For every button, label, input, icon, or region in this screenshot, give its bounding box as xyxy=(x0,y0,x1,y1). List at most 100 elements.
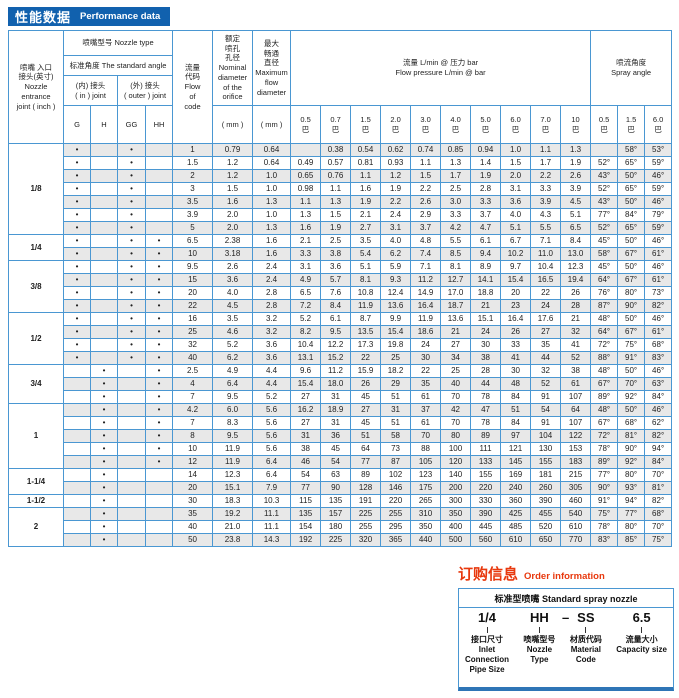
flow-value-cell: 560 xyxy=(470,533,502,547)
order-code: 6.5 xyxy=(632,610,651,625)
page-title: 性能数据 Performance data xyxy=(8,7,171,26)
flow-value-cell: 64 xyxy=(560,403,592,417)
flow-value-cell: 154 xyxy=(290,520,322,534)
flow-value-cell: 32 xyxy=(530,364,562,378)
max-flow-cell: 5.6 xyxy=(252,429,292,443)
dot-cell: • xyxy=(63,208,91,222)
pressure-value: 10 xyxy=(571,114,580,124)
order-info-title-zh: 订购信息 xyxy=(458,566,519,583)
flow-value-cell: 25 xyxy=(440,364,472,378)
flow-value-cell: 1.9 xyxy=(470,169,502,183)
angle-value-cell: 84° xyxy=(644,390,673,404)
angle-value-cell: 75° xyxy=(617,338,646,352)
order-code: HH xyxy=(530,610,549,625)
dot-cell: • xyxy=(144,442,174,456)
table-row: • • 7 9.5 5.2 27 31 45 51 61 70 78 84 91 107 89° 92° 84° xyxy=(9,390,673,404)
header-line: 额定 xyxy=(225,33,241,43)
max-flow-cell: 1.0 xyxy=(252,208,292,222)
dot-cell: • xyxy=(90,377,118,391)
flow-value-cell: 1.5 xyxy=(500,156,532,170)
flow-value-cell: 6.2 xyxy=(380,247,412,261)
flow-value-cell: 520 xyxy=(530,520,562,534)
flow-value-cell: 16.4 xyxy=(410,299,442,313)
dot-cell: • xyxy=(90,429,118,443)
flow-value-cell: 2.2 xyxy=(410,182,442,196)
header-line: of the xyxy=(223,82,242,92)
flow-value-cell: 10.8 xyxy=(350,286,382,300)
flow-value-cell: 0.76 xyxy=(320,169,352,183)
flow-pressure-header: 流量 L/min @ 压力 bar Flow pressure L/min @ b… xyxy=(290,30,592,106)
flow-value-cell: 30 xyxy=(500,364,532,378)
header-line: 喷嘴 入口 xyxy=(19,62,53,72)
flow-value-cell: 260 xyxy=(530,481,562,495)
table-row: 1 • • 4.2 6.0 5.6 16.2 18.9 27 31 37 42 47 51 54 64 48° 5… xyxy=(8,403,673,469)
flow-value-cell: 84 xyxy=(500,390,532,404)
pressure-value: 5.0 xyxy=(480,114,491,124)
angle-value-cell: 59° xyxy=(644,221,673,235)
order-label-line: Pipe Size xyxy=(469,664,505,674)
angle-value-cell: 46° xyxy=(644,169,673,183)
angle-value-cell: 84° xyxy=(644,455,673,469)
pipe-size-cell: 2 xyxy=(8,507,64,547)
dot-cell xyxy=(63,364,91,378)
flow-value-cell: 51 xyxy=(380,390,412,404)
max-flow-cell: 11.1 xyxy=(252,507,292,521)
dot-cell xyxy=(90,208,118,222)
dot-cell xyxy=(63,481,91,495)
inlet-joint-header: 喷嘴 入口 接头(英寸) Nozzle entrance joint ( inch ) xyxy=(8,30,64,144)
performance-table-body: 1/8 • • 1 0.79 0.64 0.38 0.54 0.62 0.74 0.85 0.94 1.… xyxy=(8,143,673,547)
orifice-cell: 19.2 xyxy=(212,507,254,521)
flow-value-cell: 425 xyxy=(500,507,532,521)
dot-cell xyxy=(90,286,118,300)
flow-value-cell: 45 xyxy=(350,390,382,404)
flow-value-cell: 70 xyxy=(440,390,472,404)
dot-cell: • xyxy=(144,286,174,300)
flow-code-cell: 7 xyxy=(172,416,214,430)
flow-value-cell: 4.0 xyxy=(380,234,412,248)
dot-cell: • xyxy=(144,338,174,352)
flow-value-cell: 18.0 xyxy=(320,377,352,391)
flow-value-cell: 115 xyxy=(290,494,322,508)
dot-cell: • xyxy=(90,533,118,547)
dot-cell: • xyxy=(117,273,146,287)
dot-cell: • xyxy=(144,403,174,417)
flow-value-cell: 455 xyxy=(530,507,562,521)
angle-value-cell: 75° xyxy=(590,507,619,521)
bar-unit: 巴 xyxy=(627,124,635,134)
max-flow-cell: 14.3 xyxy=(252,533,292,547)
header-line: Nominal xyxy=(218,63,247,73)
flow-value-cell: 5.9 xyxy=(380,260,412,274)
flow-value-cell: 1.3 xyxy=(560,143,592,157)
dot-cell: • xyxy=(117,312,146,326)
flow-code-cell: 6.5 xyxy=(172,234,214,248)
orifice-cell: 6.0 xyxy=(212,403,254,417)
orifice-cell: 3.5 xyxy=(212,312,254,326)
dot-cell xyxy=(117,416,146,430)
flow-value-cell: 2.1 xyxy=(350,208,382,222)
pressure-value: 1.5 xyxy=(625,114,637,124)
dot-cell: • xyxy=(144,260,174,274)
flow-value-cell: 11.0 xyxy=(530,247,562,261)
dot-cell xyxy=(144,156,174,170)
header-line: entrance xyxy=(21,91,51,101)
flow-value-cell: 52 xyxy=(560,351,592,365)
max-flow-cell: 1.6 xyxy=(252,247,292,261)
flow-value-cell: 28 xyxy=(560,299,592,313)
angle-value-cell: 59° xyxy=(644,182,673,196)
flow-value-cell: 1.4 xyxy=(470,156,502,170)
orifice-cell: 4.0 xyxy=(212,286,254,300)
orifice-cell: 3.18 xyxy=(212,247,254,261)
table-row: 1/2 • • • 16 3.5 3.2 5.2 6.1 8.7 9.9 11.9 13.6 15.1 16… xyxy=(8,312,673,365)
header-line: 畅通 xyxy=(264,48,280,58)
flow-value-cell: 300 xyxy=(440,494,472,508)
dot-cell: • xyxy=(144,429,174,443)
header-line: (外) 接头 xyxy=(130,80,160,90)
max-flow-mm-label: ( mm ) xyxy=(252,105,292,144)
flow-value-cell: 1.1 xyxy=(290,195,322,209)
dot-cell: • xyxy=(63,247,91,261)
header-line: Flow pressure L/min @ bar xyxy=(395,68,486,77)
max-flow-cell: 0.64 xyxy=(252,156,292,170)
flow-value-cell: 2.4 xyxy=(380,208,412,222)
angle-value-cell: 58° xyxy=(590,247,619,261)
dot-cell xyxy=(90,260,118,274)
